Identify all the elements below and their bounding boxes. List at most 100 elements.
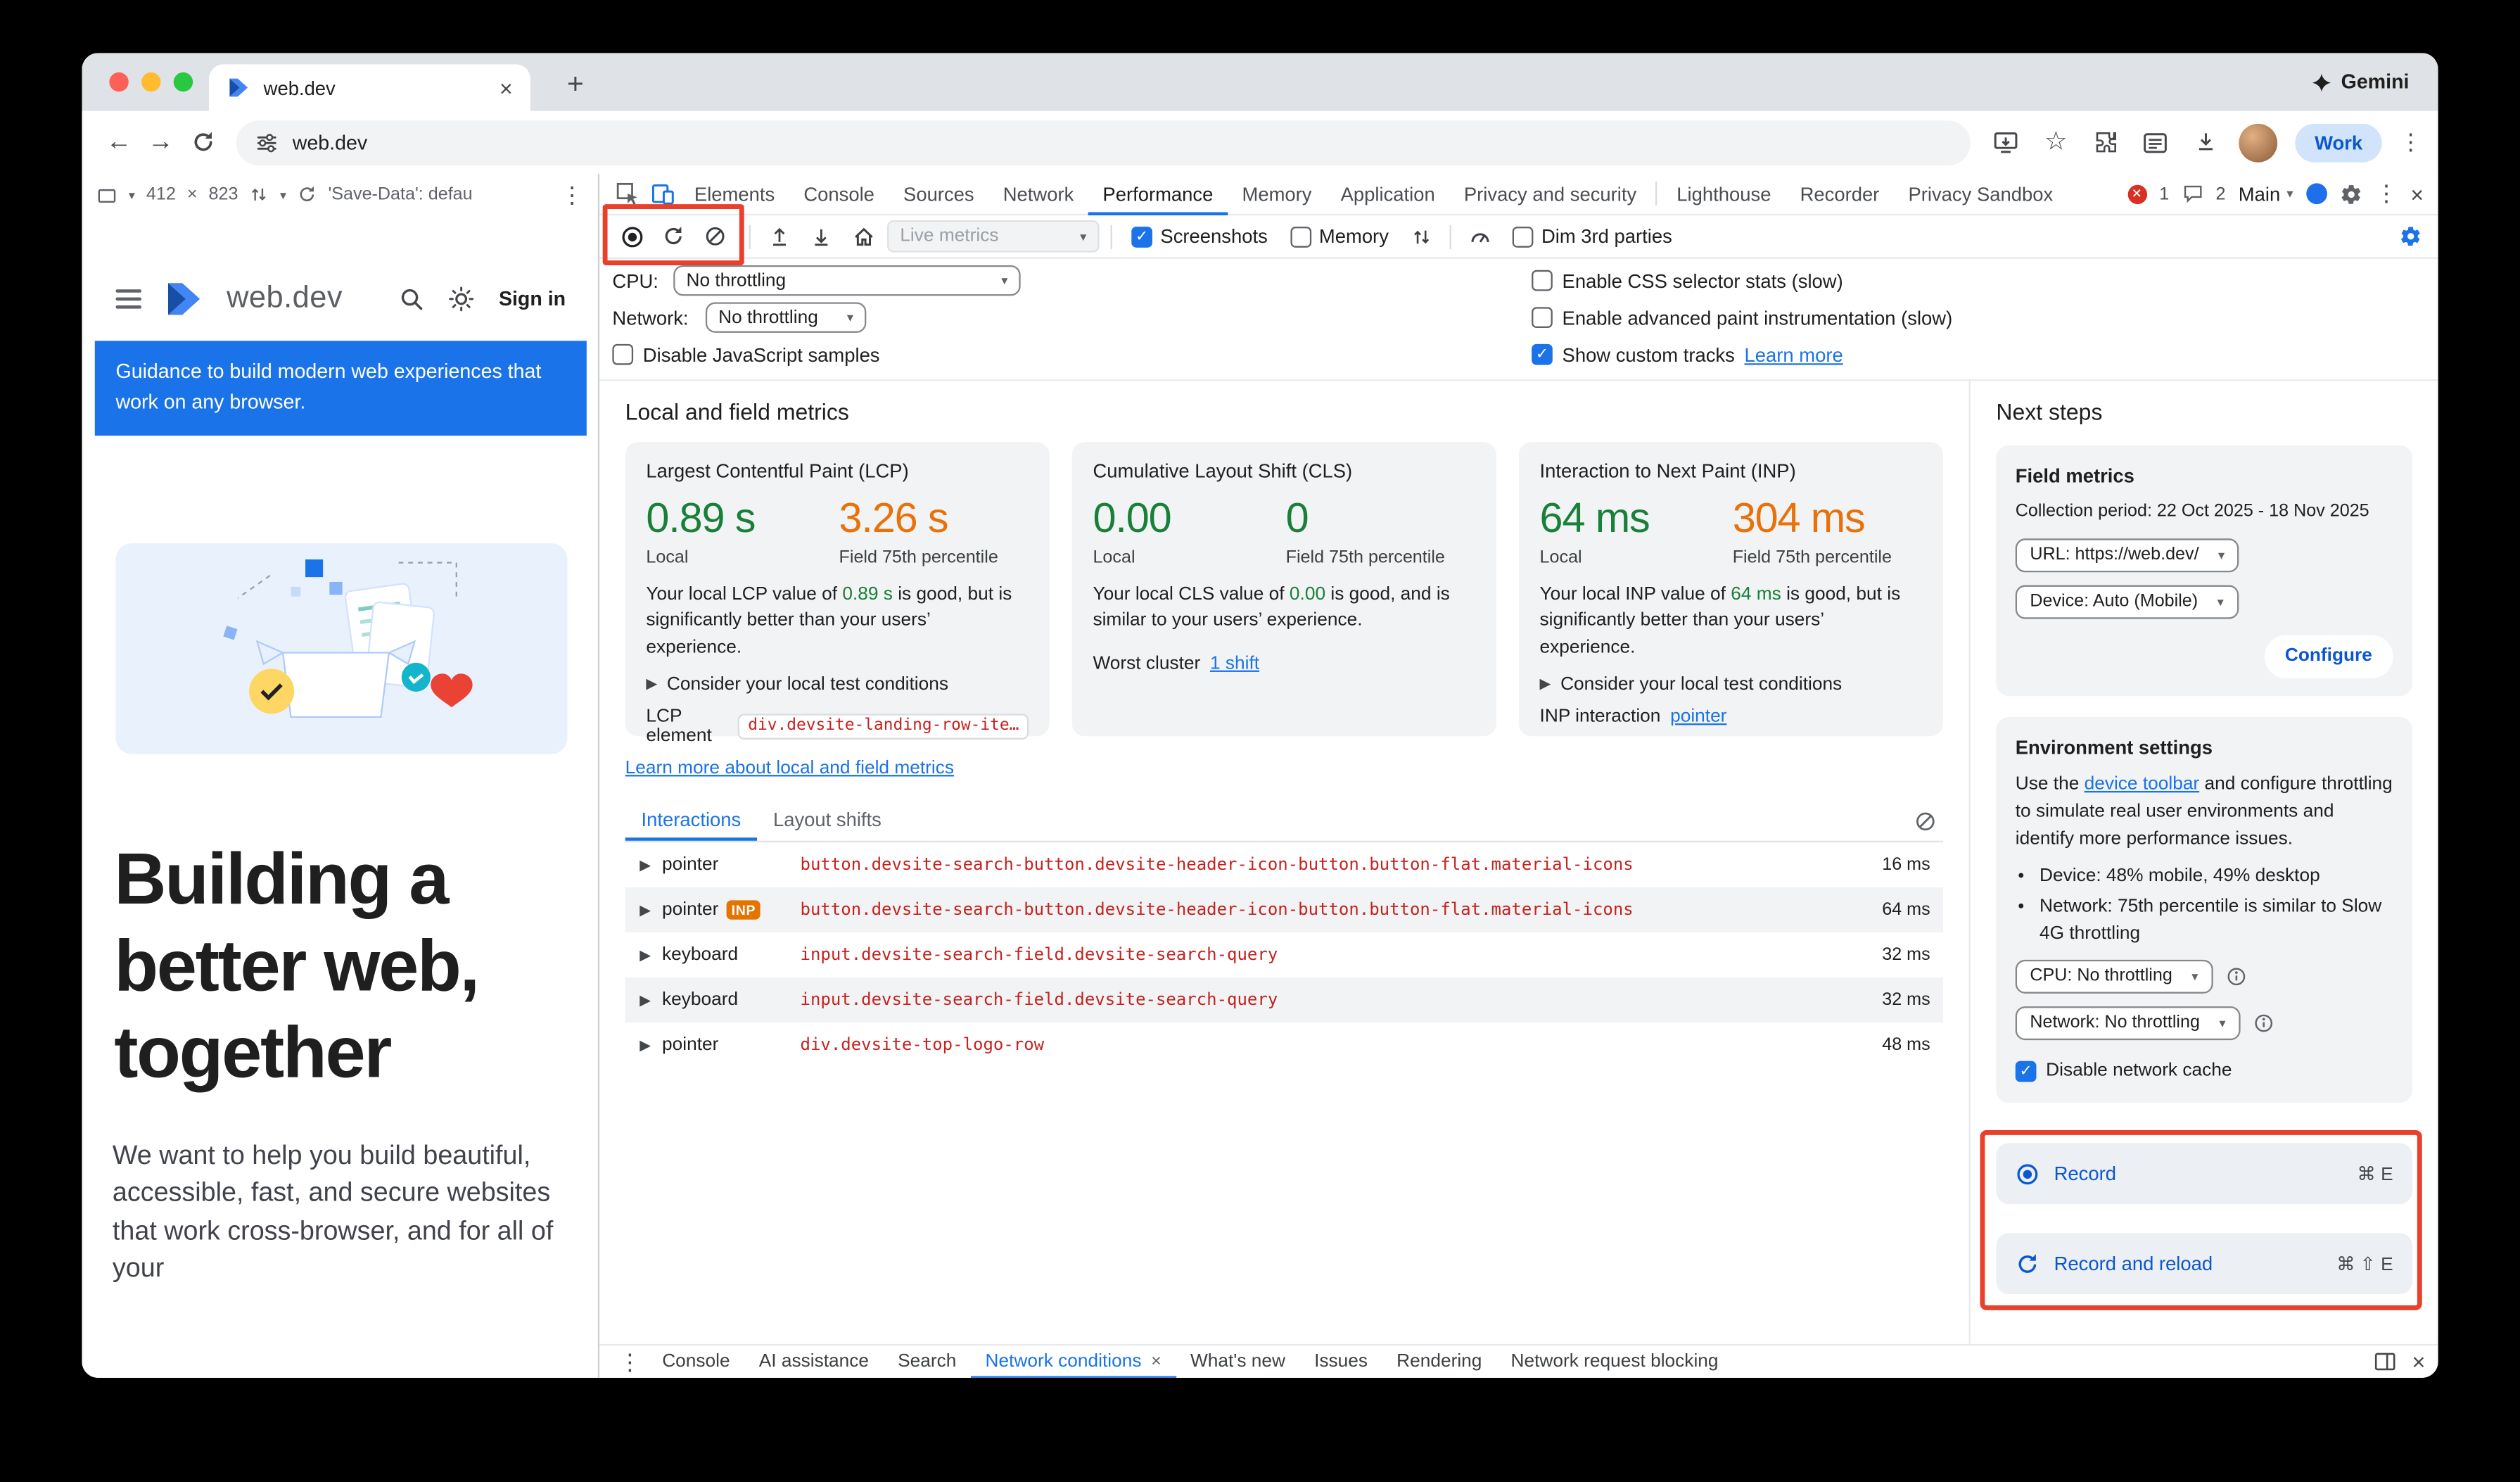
drawer-console[interactable]: Console	[662, 1352, 730, 1372]
drawer-rendering[interactable]: Rendering	[1396, 1352, 1482, 1372]
clear-interactions-icon[interactable]	[1908, 804, 1943, 837]
issues-icon[interactable]	[2182, 183, 2203, 204]
tab-performance[interactable]: Performance	[1088, 173, 1228, 215]
tab-network[interactable]: Network	[1003, 182, 1074, 205]
triangle-right-icon[interactable]: ▶	[639, 1036, 651, 1053]
sign-in-button[interactable]: Sign in	[498, 287, 566, 310]
save-profile-button[interactable]	[803, 219, 839, 254]
interaction-row[interactable]: ▶ pointer button.devsite-search-button.d…	[639, 855, 1930, 875]
drawer-menu-icon[interactable]: ⋮	[618, 1348, 642, 1374]
tab-close-icon[interactable]: ×	[499, 75, 513, 101]
reading-mode-button[interactable]	[2139, 126, 2172, 158]
custom-tracks-checkbox[interactable]: ✓	[1532, 343, 1553, 365]
inp-test-conditions-expander[interactable]: ▶ Consider your local test conditions	[1539, 675, 1843, 695]
disable-js-samples-checkbox[interactable]	[612, 343, 634, 365]
theme-toggle-icon[interactable]	[449, 286, 475, 312]
record-and-reload-action-button[interactable]: Record and reload ⌘ ⇧ E	[1996, 1233, 2413, 1295]
tab-sources[interactable]: Sources	[903, 182, 974, 205]
url-select[interactable]: URL: https://web.dev/▾	[2015, 539, 2239, 574]
back-button[interactable]: ←	[106, 127, 132, 156]
network-conditions-icon[interactable]	[1403, 219, 1438, 254]
interaction-row[interactable]: ▶ pointer div.devsite-top-logo-row 48 ms	[639, 1035, 1930, 1055]
paint-instrumentation-label[interactable]: Enable advanced paint instrumentation (s…	[1562, 306, 1953, 329]
worst-cluster-link[interactable]: 1 shift	[1209, 654, 1260, 673]
tab-interactions[interactable]: Interactions	[625, 801, 757, 841]
close-window-button[interactable]	[109, 72, 129, 92]
drawer-search[interactable]: Search	[898, 1352, 957, 1372]
gauge-icon[interactable]	[1463, 219, 1498, 254]
devtools-menu-icon[interactable]: ⋮	[2375, 179, 2398, 206]
drawer-whats-new[interactable]: What's new	[1190, 1352, 1285, 1372]
tab-privacy-sandbox[interactable]: Privacy Sandbox	[1908, 182, 2054, 205]
dim-3rd-parties-checkbox[interactable]	[1512, 225, 1534, 247]
screenshots-checkbox[interactable]: ✓	[1131, 225, 1152, 247]
profile-dot-icon[interactable]	[2305, 183, 2327, 205]
screenshots-label[interactable]: Screenshots	[1160, 224, 1268, 248]
close-drawer-tab-icon[interactable]: ×	[1151, 1352, 1162, 1372]
browser-tab[interactable]: web.dev ×	[208, 64, 530, 111]
hamburger-menu-icon[interactable]	[115, 289, 142, 309]
configure-button[interactable]: Configure	[2264, 635, 2393, 679]
fullscreen-window-button[interactable]	[173, 72, 193, 92]
extensions-button[interactable]	[2089, 126, 2122, 158]
search-icon[interactable]	[399, 286, 425, 312]
avatar[interactable]	[2239, 122, 2278, 162]
site-brand[interactable]: web.dev	[227, 281, 343, 315]
record-reload-button[interactable]	[656, 219, 691, 254]
live-metrics-dropdown[interactable]: Live metrics ▾	[887, 220, 1100, 253]
install-button[interactable]	[1990, 126, 2023, 158]
downloads-button[interactable]	[2189, 126, 2222, 158]
dim-3rd-parties-label[interactable]: Dim 3rd parties	[1541, 224, 1672, 248]
tab-elements[interactable]: Elements	[694, 182, 775, 205]
interaction-row[interactable]: ▶ pointer INP button.devsite-search-butto…	[625, 887, 1943, 933]
info-icon[interactable]	[2253, 1013, 2274, 1034]
tab-console[interactable]: Console	[803, 182, 874, 205]
viewport-height[interactable]: 823	[208, 184, 238, 205]
home-button[interactable]	[846, 219, 881, 254]
tab-privacy-security[interactable]: Privacy and security	[1463, 182, 1637, 205]
reload-button[interactable]	[182, 121, 223, 163]
css-selector-stats-checkbox[interactable]	[1532, 270, 1553, 291]
address-bar[interactable]: web.dev	[236, 120, 1971, 165]
memory-label[interactable]: Memory	[1318, 224, 1389, 248]
inspect-element-icon[interactable]	[609, 177, 644, 210]
device-toolbar-link[interactable]: device toolbar	[2084, 775, 2200, 795]
new-tab-button[interactable]: +	[566, 66, 584, 99]
custom-tracks-label[interactable]: Show custom tracks	[1562, 343, 1735, 366]
interaction-row[interactable]: ▶ keyboard input.devsite-search-field.de…	[625, 977, 1943, 1022]
lcp-element-link[interactable]: div.devsite-landing-row-ite…	[738, 714, 1029, 740]
rotate-icon[interactable]	[298, 185, 317, 204]
custom-tracks-learn-more-link[interactable]: Learn more	[1744, 343, 1843, 366]
disable-network-cache-checkbox[interactable]: ✓	[2015, 1061, 2037, 1083]
drawer-network-conditions[interactable]: Network conditions ×	[971, 1345, 1176, 1378]
dimensions-icon[interactable]	[96, 184, 117, 205]
clear-button[interactable]	[697, 219, 732, 254]
network-throttling-select[interactable]: No throttling ▾	[705, 302, 867, 333]
throttle-caret-icon[interactable]: ▾	[279, 187, 287, 202]
close-drawer-icon[interactable]: ×	[2412, 1348, 2426, 1375]
triangle-right-icon[interactable]: ▶	[639, 901, 651, 918]
capture-settings-gear-icon[interactable]	[2393, 219, 2429, 254]
profile-chip[interactable]: Work	[2295, 122, 2382, 162]
record-action-button[interactable]: Record ⌘ E	[1996, 1143, 2413, 1205]
drawer-ai-assistance[interactable]: AI assistance	[758, 1352, 870, 1372]
drawer-issues[interactable]: Issues	[1314, 1352, 1368, 1372]
load-profile-button[interactable]	[762, 219, 797, 254]
throttle-icon[interactable]	[249, 185, 268, 204]
tab-application[interactable]: Application	[1340, 182, 1435, 205]
disable-network-cache-label[interactable]: Disable network cache	[2046, 1061, 2232, 1082]
drawer-network-request-blocking[interactable]: Network request blocking	[1510, 1352, 1719, 1372]
memory-checkbox[interactable]	[1290, 225, 1311, 247]
tab-layout-shifts[interactable]: Layout shifts	[772, 809, 882, 832]
triangle-right-icon[interactable]: ▶	[639, 991, 651, 1008]
error-badge-icon[interactable]: ✕	[2127, 184, 2147, 203]
learn-more-metrics-link[interactable]: Learn more about local and field metrics	[625, 759, 954, 778]
tab-lighthouse[interactable]: Lighthouse	[1676, 182, 1771, 205]
info-icon[interactable]	[2225, 967, 2246, 988]
inp-interaction-link[interactable]: pointer	[1670, 707, 1727, 727]
tab-memory[interactable]: Memory	[1242, 182, 1312, 205]
browser-menu-button[interactable]: ⋮	[2399, 128, 2422, 155]
devtools-close-icon[interactable]: ×	[2410, 181, 2424, 207]
issues-count[interactable]: 2	[2215, 184, 2226, 203]
bookmark-button[interactable]: ☆	[2044, 127, 2068, 156]
